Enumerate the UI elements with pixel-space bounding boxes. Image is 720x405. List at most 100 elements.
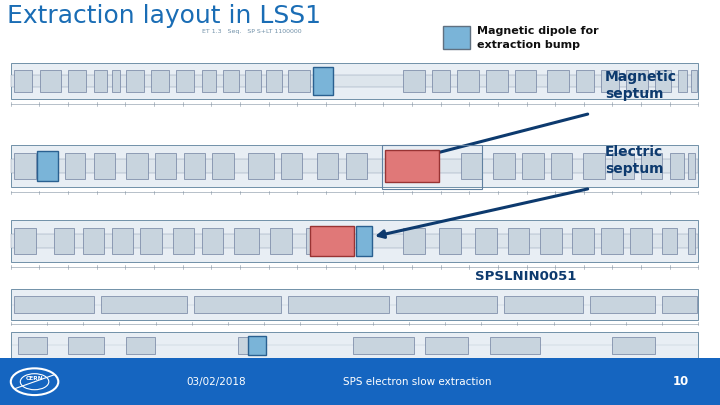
Bar [678,70,687,92]
Bar [112,70,120,92]
Bar [612,337,655,354]
Bar [688,228,695,254]
Bar [310,226,354,256]
Bar [425,337,468,354]
Bar [14,70,32,92]
Bar [212,153,234,179]
Bar [403,70,425,92]
Bar [126,337,155,354]
Bar [306,228,328,254]
Bar [11,159,698,173]
Text: Extraction layout in LSS1: Extraction layout in LSS1 [7,4,321,28]
Text: SPS electron slow extraction: SPS electron slow extraction [343,377,492,387]
Bar [385,150,439,182]
Text: 03/02/2018: 03/02/2018 [186,377,246,387]
Bar [11,332,698,358]
Text: 10: 10 [672,375,688,388]
Bar [662,296,697,313]
Bar [11,220,698,262]
Bar [688,153,695,179]
Bar [439,228,461,254]
Bar [641,153,662,179]
Bar [94,70,107,92]
Bar [590,296,655,313]
Bar [490,337,540,354]
Bar [266,70,282,92]
Text: ET 1.3   Seq.   SP S+LT 1100000: ET 1.3 Seq. SP S+LT 1100000 [202,30,302,34]
Bar [11,75,698,87]
Bar [515,70,536,92]
Bar [396,296,497,313]
Bar [173,228,194,254]
Bar [551,153,572,179]
Bar [486,70,508,92]
Text: CERN: CERN [26,376,43,381]
Bar [403,228,425,254]
Bar [457,70,479,92]
Bar [65,153,85,179]
Bar [94,153,115,179]
Bar [11,234,698,248]
Bar [68,70,86,92]
Bar [248,336,266,354]
Text: SPSLNIN0051: SPSLNIN0051 [475,271,577,284]
Bar [508,228,529,254]
Bar [443,26,470,49]
Bar [461,153,482,179]
Bar [655,70,671,92]
Bar [112,228,133,254]
Bar [18,337,47,354]
Bar [547,70,569,92]
Bar [612,153,634,179]
Bar [238,337,252,354]
Bar [194,296,281,313]
Bar [11,289,698,320]
Bar [572,228,594,254]
Bar [234,228,259,254]
Bar [313,67,333,95]
Bar [281,153,302,179]
Bar [583,153,605,179]
Bar [346,153,367,179]
Bar [14,153,36,179]
Bar [288,296,389,313]
Bar [630,228,652,254]
Bar [101,296,187,313]
Bar [248,153,274,179]
Bar [14,296,94,313]
Bar [493,153,515,179]
Bar [126,153,148,179]
Bar [54,228,74,254]
Bar [270,228,292,254]
Bar [14,228,36,254]
Bar [202,228,223,254]
Bar [504,296,583,313]
Bar [11,145,698,187]
Bar [356,226,372,256]
Bar [68,337,104,354]
Bar [223,70,239,92]
Bar [184,153,205,179]
Bar [662,228,677,254]
Bar [522,153,544,179]
Bar [40,70,61,92]
Bar [245,70,261,92]
Bar [626,70,648,92]
Bar [691,70,697,92]
Bar [601,70,619,92]
Bar [140,228,162,254]
Text: Electric
septum: Electric septum [605,145,663,176]
Text: Magnetic
septum: Magnetic septum [605,70,677,101]
Bar [151,70,169,92]
Bar [11,63,698,99]
Bar [317,153,338,179]
Bar [202,70,216,92]
Bar [176,70,194,92]
Bar [37,151,58,181]
Bar [576,70,594,92]
Bar [475,228,497,254]
Bar [540,228,562,254]
Text: Magnetic dipole for
extraction bump: Magnetic dipole for extraction bump [477,26,599,50]
Bar [288,70,310,92]
Bar [382,145,482,190]
